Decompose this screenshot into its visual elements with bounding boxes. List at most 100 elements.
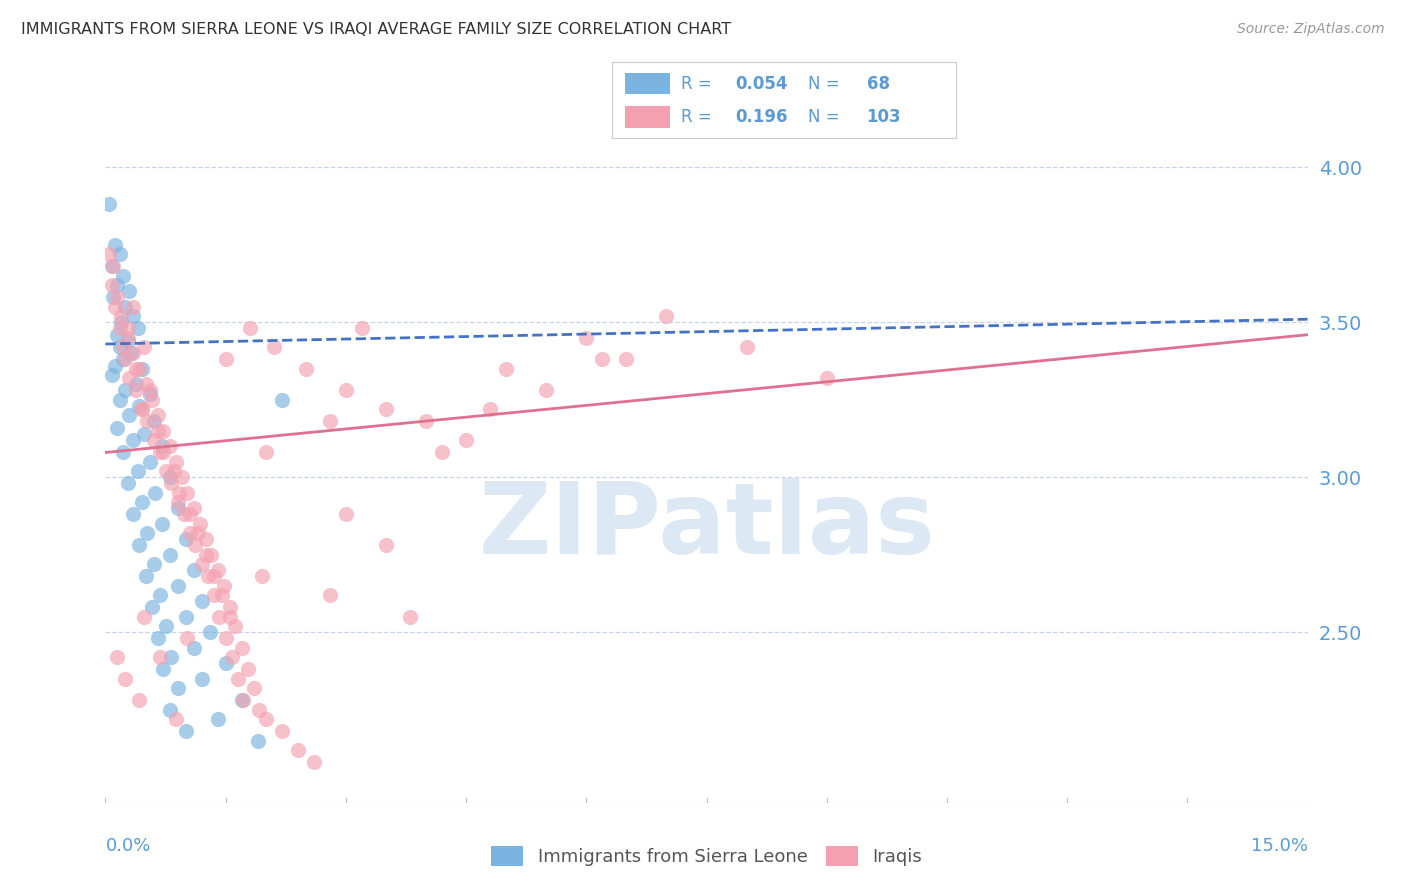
Text: IMMIGRANTS FROM SIERRA LEONE VS IRAQI AVERAGE FAMILY SIZE CORRELATION CHART: IMMIGRANTS FROM SIERRA LEONE VS IRAQI AV… xyxy=(21,22,731,37)
Point xyxy=(190,594,212,608)
Point xyxy=(146,632,169,646)
Point xyxy=(176,632,198,646)
Point xyxy=(142,433,165,447)
Point xyxy=(105,327,128,342)
Point xyxy=(101,368,124,382)
Point xyxy=(108,392,131,407)
Point xyxy=(128,693,150,707)
Point xyxy=(131,402,153,417)
Point xyxy=(174,724,197,739)
Text: R =: R = xyxy=(681,75,717,93)
Point xyxy=(159,470,181,484)
Point xyxy=(232,693,254,707)
Point xyxy=(231,640,253,655)
Point xyxy=(114,300,136,314)
Point xyxy=(270,392,292,407)
Point xyxy=(128,399,150,413)
Point xyxy=(218,609,240,624)
Point xyxy=(247,703,270,717)
Point xyxy=(221,650,243,665)
Point xyxy=(239,321,262,335)
Point xyxy=(159,548,181,562)
Point xyxy=(190,557,212,571)
Point xyxy=(170,470,193,484)
Text: 68: 68 xyxy=(866,75,890,93)
Point xyxy=(254,712,277,726)
Point xyxy=(202,569,225,583)
Point xyxy=(127,321,149,335)
Point xyxy=(197,569,219,583)
Point xyxy=(374,539,398,553)
Point xyxy=(183,501,205,516)
Point xyxy=(160,476,183,491)
Point xyxy=(815,371,838,385)
Point xyxy=(174,533,197,547)
Point xyxy=(155,619,177,633)
Point xyxy=(350,321,373,335)
Text: 0.196: 0.196 xyxy=(735,108,789,126)
Point xyxy=(479,402,502,417)
Point xyxy=(108,247,131,261)
Point xyxy=(287,743,309,757)
Point xyxy=(104,359,127,373)
Point xyxy=(194,533,217,547)
Point xyxy=(150,439,173,453)
Point xyxy=(118,285,141,299)
Point xyxy=(188,516,211,531)
Point xyxy=(302,756,325,770)
Point xyxy=(155,464,177,478)
Point xyxy=(125,361,148,376)
Point xyxy=(117,334,139,348)
Point xyxy=(184,539,207,553)
Point xyxy=(131,402,153,417)
Point xyxy=(131,361,153,376)
Point xyxy=(190,672,212,686)
Point xyxy=(399,609,422,624)
Point xyxy=(319,415,342,429)
Point xyxy=(591,352,613,367)
Text: N =: N = xyxy=(808,75,845,93)
Point xyxy=(132,340,155,354)
Point xyxy=(112,268,135,283)
Point xyxy=(98,247,121,261)
Point xyxy=(655,309,678,323)
Point xyxy=(132,609,155,624)
Point xyxy=(173,508,195,522)
Point xyxy=(194,548,217,562)
Point xyxy=(495,361,517,376)
Point xyxy=(214,352,236,367)
Point xyxy=(118,409,141,423)
Point xyxy=(107,650,129,665)
Point xyxy=(187,526,209,541)
Point xyxy=(101,278,124,293)
Point xyxy=(160,650,183,665)
Point xyxy=(118,371,141,385)
Point xyxy=(236,663,259,677)
Bar xyxy=(626,106,671,128)
Text: 103: 103 xyxy=(866,108,901,126)
Point xyxy=(295,361,318,376)
Point xyxy=(141,392,163,407)
Point xyxy=(159,703,181,717)
Point xyxy=(135,569,157,583)
Point xyxy=(231,693,253,707)
Point xyxy=(122,508,145,522)
Legend: Immigrants from Sierra Leone, Iraqis: Immigrants from Sierra Leone, Iraqis xyxy=(484,839,929,873)
Point xyxy=(152,445,174,459)
Point xyxy=(575,331,598,345)
Point xyxy=(112,352,135,367)
Point xyxy=(112,340,135,354)
Point xyxy=(179,526,201,541)
Point xyxy=(98,197,121,211)
Point xyxy=(142,557,165,571)
Point xyxy=(208,609,231,624)
Point xyxy=(127,464,149,478)
Point xyxy=(207,563,229,577)
Point xyxy=(117,476,139,491)
Point xyxy=(212,579,235,593)
Point xyxy=(200,548,222,562)
Text: Source: ZipAtlas.com: Source: ZipAtlas.com xyxy=(1237,22,1385,37)
Point xyxy=(103,291,125,305)
Point xyxy=(120,346,142,360)
Point xyxy=(183,563,205,577)
